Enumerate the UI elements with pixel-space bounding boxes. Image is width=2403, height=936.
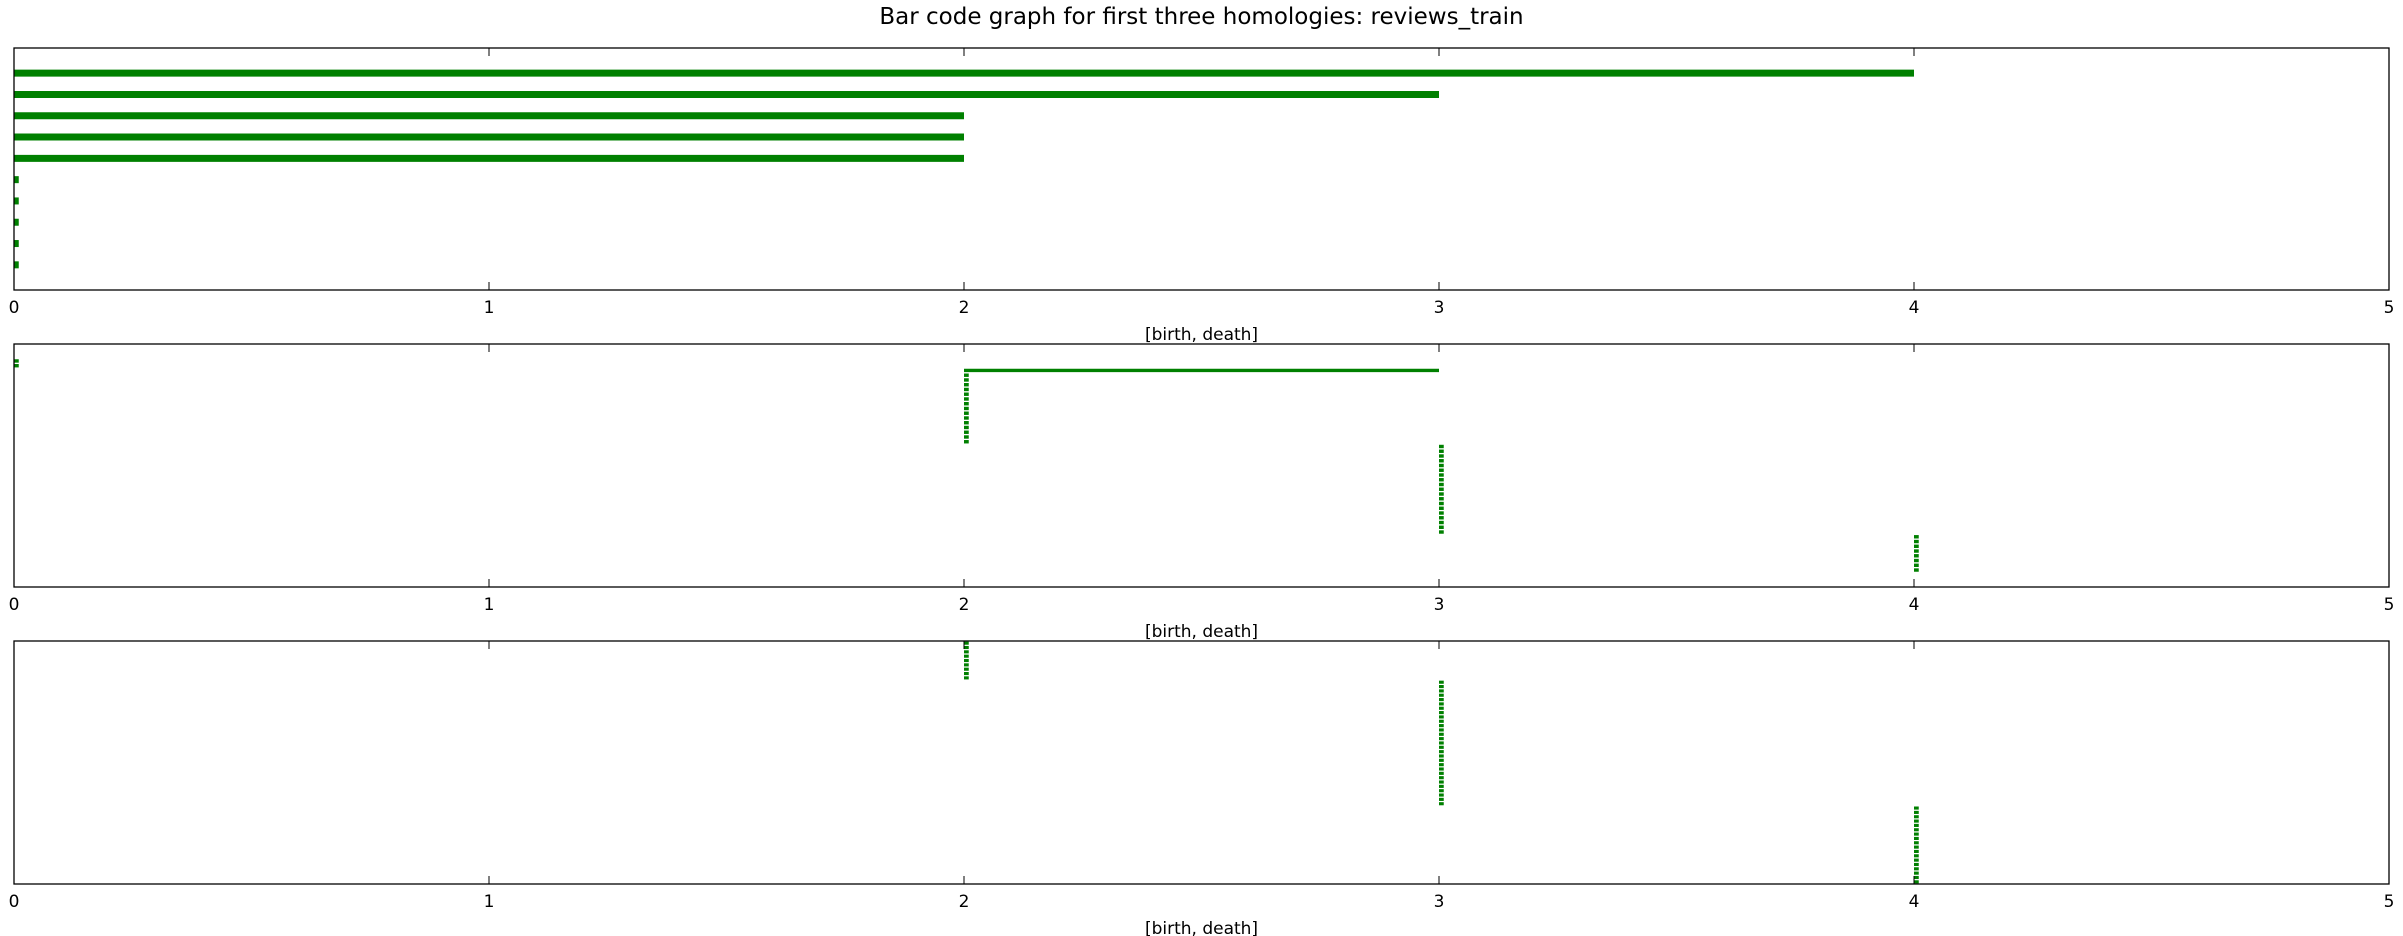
x-tick-label: 2: [959, 595, 970, 615]
x-tick-label: 3: [1434, 298, 1445, 318]
x-tick-label: 4: [1909, 298, 1920, 318]
x-axis-label: [birth, death]: [1145, 622, 1258, 642]
x-tick-label: 5: [2384, 892, 2395, 912]
x-tick-label: 3: [1434, 595, 1445, 615]
x-tick-label: 1: [484, 298, 495, 318]
barcode-panel-1: 0 1 2 3 4 5 [birth, death]: [9, 47, 2395, 345]
chart-title: Bar code graph for first three homologie…: [879, 4, 1524, 30]
barcode-panel-2: 0 1 2 3 4 5 [birth, death]: [9, 343, 2395, 642]
x-axis-label: [birth, death]: [1145, 325, 1258, 345]
x-tick-label: 3: [1434, 892, 1445, 912]
plot-frame: [13, 343, 2390, 588]
x-tick-label: 0: [9, 892, 20, 912]
x-tick-label: 5: [2384, 298, 2395, 318]
barcode-panel-3: 0 1 2 3 4 5 [birth, death]: [9, 640, 2395, 936]
plot-frame: [13, 47, 2390, 291]
plot-frame: [13, 640, 2390, 885]
x-tick-label: 1: [484, 892, 495, 912]
x-tick-label: 4: [1909, 892, 1920, 912]
x-tick-label: 0: [9, 595, 20, 615]
x-tick-label: 1: [484, 595, 495, 615]
x-tick-label: 0: [9, 298, 20, 318]
x-tick-label: 2: [959, 298, 970, 318]
x-tick-label: 4: [1909, 595, 1920, 615]
x-axis-label: [birth, death]: [1145, 919, 1258, 936]
x-tick-label: 2: [959, 892, 970, 912]
x-tick-label: 5: [2384, 595, 2395, 615]
